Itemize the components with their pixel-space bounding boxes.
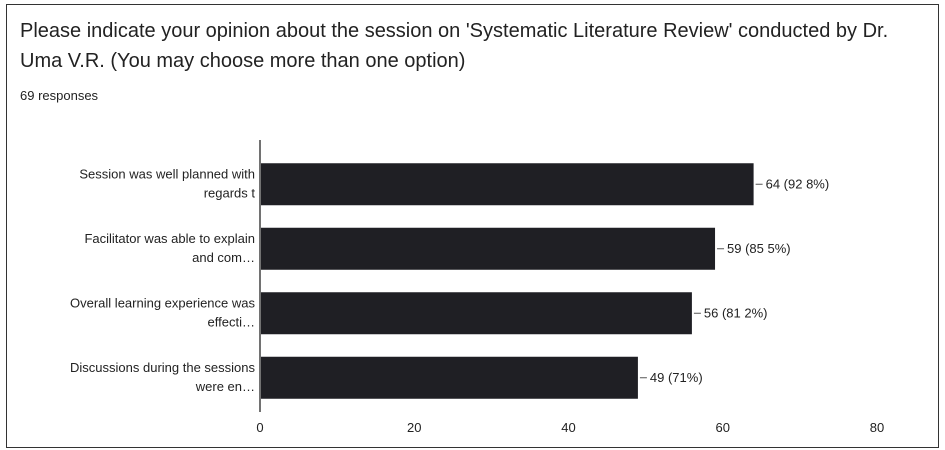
bar [261, 227, 716, 270]
data-label: 59 (85 5%) [727, 241, 791, 256]
data-label: 56 (81 2%) [704, 305, 768, 320]
category-label: Facilitator was able to explain and com… [84, 231, 255, 265]
x-tick-label: 20 [407, 420, 421, 435]
chart-card [6, 4, 939, 448]
x-tick-label: 60 [716, 420, 730, 435]
bar [261, 292, 692, 335]
x-tick-label: 0 [256, 420, 263, 435]
x-tick-label: 40 [561, 420, 575, 435]
response-count: 69 responses [20, 88, 99, 103]
question-title: Please indicate your opinion about the s… [20, 20, 889, 72]
data-label: 49 (71%) [650, 370, 703, 385]
x-tick-label: 80 [870, 420, 884, 435]
category-label: Session was well planned with regards t [79, 166, 255, 200]
bar [261, 356, 638, 399]
bar [261, 163, 754, 206]
category-label: Discussions during the sessions were en… [70, 360, 255, 394]
category-label: Overall learning experience was effecti… [70, 295, 255, 329]
data-label: 64 (92 8%) [766, 176, 830, 191]
